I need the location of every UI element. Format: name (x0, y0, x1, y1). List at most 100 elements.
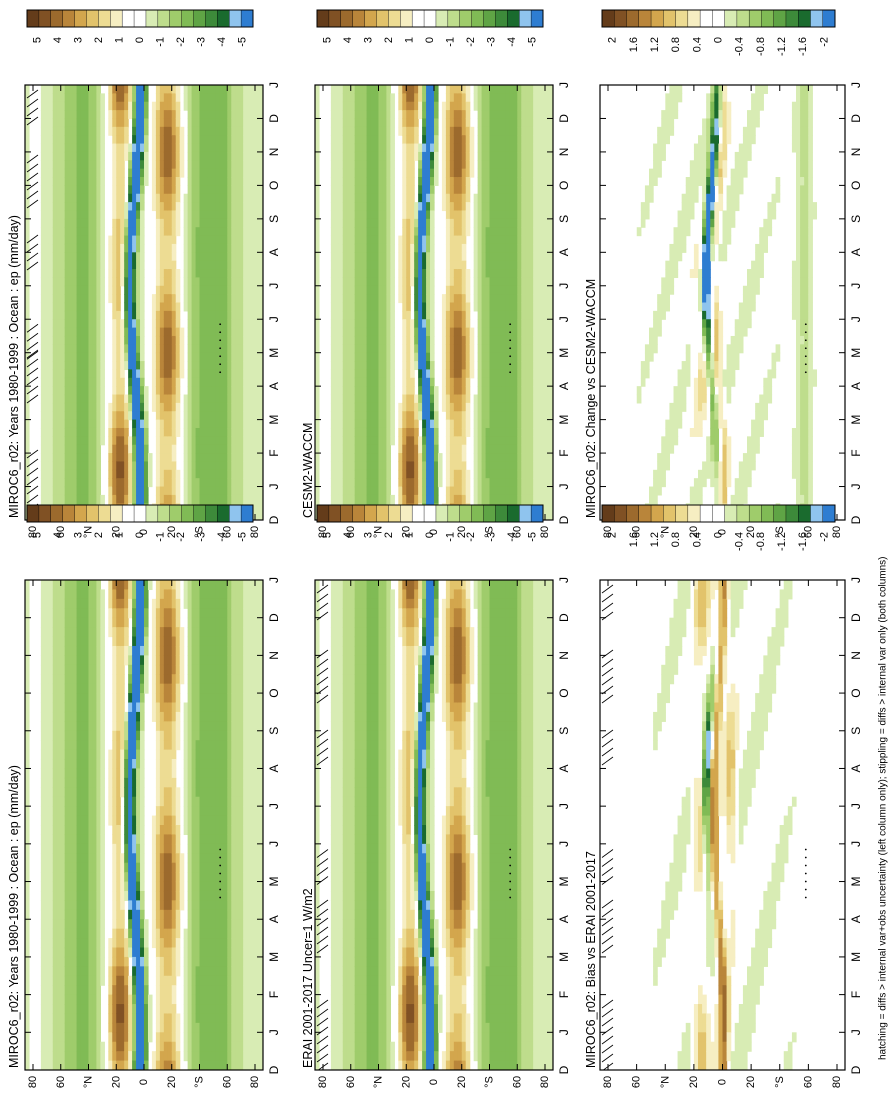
heatmap-cell (191, 177, 197, 186)
heatmap-cell (112, 617, 117, 628)
heatmap-cell (25, 655, 30, 666)
month-label: O (267, 181, 281, 190)
heatmap-cell (199, 469, 205, 479)
heatmap-cell (112, 461, 117, 471)
heatmap-cell (48, 177, 54, 186)
heatmap-cell (128, 711, 133, 722)
heatmap-cell (72, 975, 78, 986)
heatmap-cell (207, 645, 213, 656)
heatmap-cell (187, 1013, 193, 1024)
heatmap-cell (203, 427, 209, 437)
heatmap-cell (92, 227, 97, 237)
heatmap-cell (179, 168, 185, 178)
heatmap-cell (159, 252, 165, 262)
heatmap-cell (92, 478, 97, 488)
heatmap-cell (76, 386, 82, 396)
heatmap-cell (40, 143, 46, 153)
heatmap-cell (219, 608, 224, 619)
heatmap-cell (159, 1004, 165, 1015)
heatmap-cell (44, 777, 50, 788)
heatmap-cell (155, 177, 161, 186)
heatmap-cell (140, 478, 145, 488)
heatmap-cell (251, 177, 256, 186)
heatmap-cell (92, 260, 97, 270)
heatmap-cell (60, 160, 66, 170)
heatmap-cell (207, 796, 213, 807)
heatmap-cell (56, 1013, 62, 1024)
heatmap-cell (179, 655, 185, 666)
heatmap-cell (187, 881, 193, 892)
heatmap-cell (140, 759, 145, 770)
heatmap-cell (259, 243, 263, 253)
heatmap-cell (25, 721, 30, 732)
heatmap-cell (144, 427, 149, 437)
heatmap-cell (259, 277, 263, 287)
heatmap-cell (191, 1051, 197, 1062)
heatmap-cell (191, 461, 197, 471)
heatmap-cell (92, 975, 97, 986)
heatmap-cell (124, 436, 129, 446)
heatmap-cell (155, 327, 161, 337)
heatmap-cell (144, 143, 149, 153)
heatmap-cell (203, 419, 209, 429)
heatmap-cell (159, 900, 165, 911)
heatmap-cell (171, 202, 177, 212)
heatmap-cell (96, 834, 101, 845)
heatmap-cell (243, 319, 248, 329)
heatmap-cell (124, 966, 129, 977)
heatmap-cell (159, 994, 165, 1005)
heatmap-cell (183, 768, 189, 779)
heatmap-cell (80, 494, 86, 504)
heatmap-cell (259, 402, 263, 412)
heatmap-cell (72, 85, 78, 94)
heatmap-cell (112, 427, 117, 437)
heatmap-cell (84, 966, 90, 977)
heatmap-cell (151, 377, 157, 387)
heatmap-cell (96, 352, 101, 362)
heatmap-cell (116, 711, 121, 722)
heatmap-cell (183, 815, 189, 826)
heatmap-cell (72, 243, 78, 253)
heatmap-cell (239, 402, 244, 412)
heatmap-cell (159, 344, 165, 354)
heatmap-cell (136, 277, 141, 287)
heatmap-cell (96, 1041, 101, 1052)
heatmap-cell (187, 928, 193, 939)
heatmap-cell (144, 494, 149, 504)
heatmap-cell (219, 494, 224, 504)
heatmap-cell (56, 260, 62, 270)
heatmap-cell (136, 294, 141, 304)
heatmap-cell (40, 93, 46, 103)
heatmap-cell (247, 377, 252, 387)
heatmap-cell (243, 101, 248, 111)
heatmap-cell (199, 598, 205, 609)
heatmap-cell (163, 352, 169, 362)
heatmap-cell (187, 260, 193, 270)
heatmap-cell (144, 683, 149, 694)
heatmap-cell (203, 843, 209, 854)
heatmap-cell (199, 93, 205, 103)
heatmap-cell (140, 664, 145, 675)
heatmap-cell (68, 683, 74, 694)
heatmap-cell (195, 627, 201, 638)
heatmap-cell (60, 872, 66, 883)
heatmap-cell (68, 386, 74, 396)
heatmap-cell (25, 787, 30, 798)
heatmap-cell (80, 759, 86, 770)
heatmap-cell (25, 1004, 30, 1015)
heatmap-cell (183, 1004, 189, 1015)
heatmap-cell (219, 598, 224, 609)
heatmap-cell (159, 411, 165, 421)
heatmap-cell (140, 494, 145, 504)
heatmap-cell (219, 210, 224, 220)
heatmap-cell (84, 1060, 90, 1070)
heatmap-cell (96, 193, 101, 203)
heatmap-cell (132, 928, 137, 939)
heatmap-cell (159, 402, 165, 412)
heatmap-cell (76, 260, 82, 270)
heatmap-cell (151, 617, 157, 628)
heatmap-cell (159, 636, 165, 647)
heatmap-cell (40, 1022, 46, 1033)
heatmap-cell (243, 369, 248, 379)
